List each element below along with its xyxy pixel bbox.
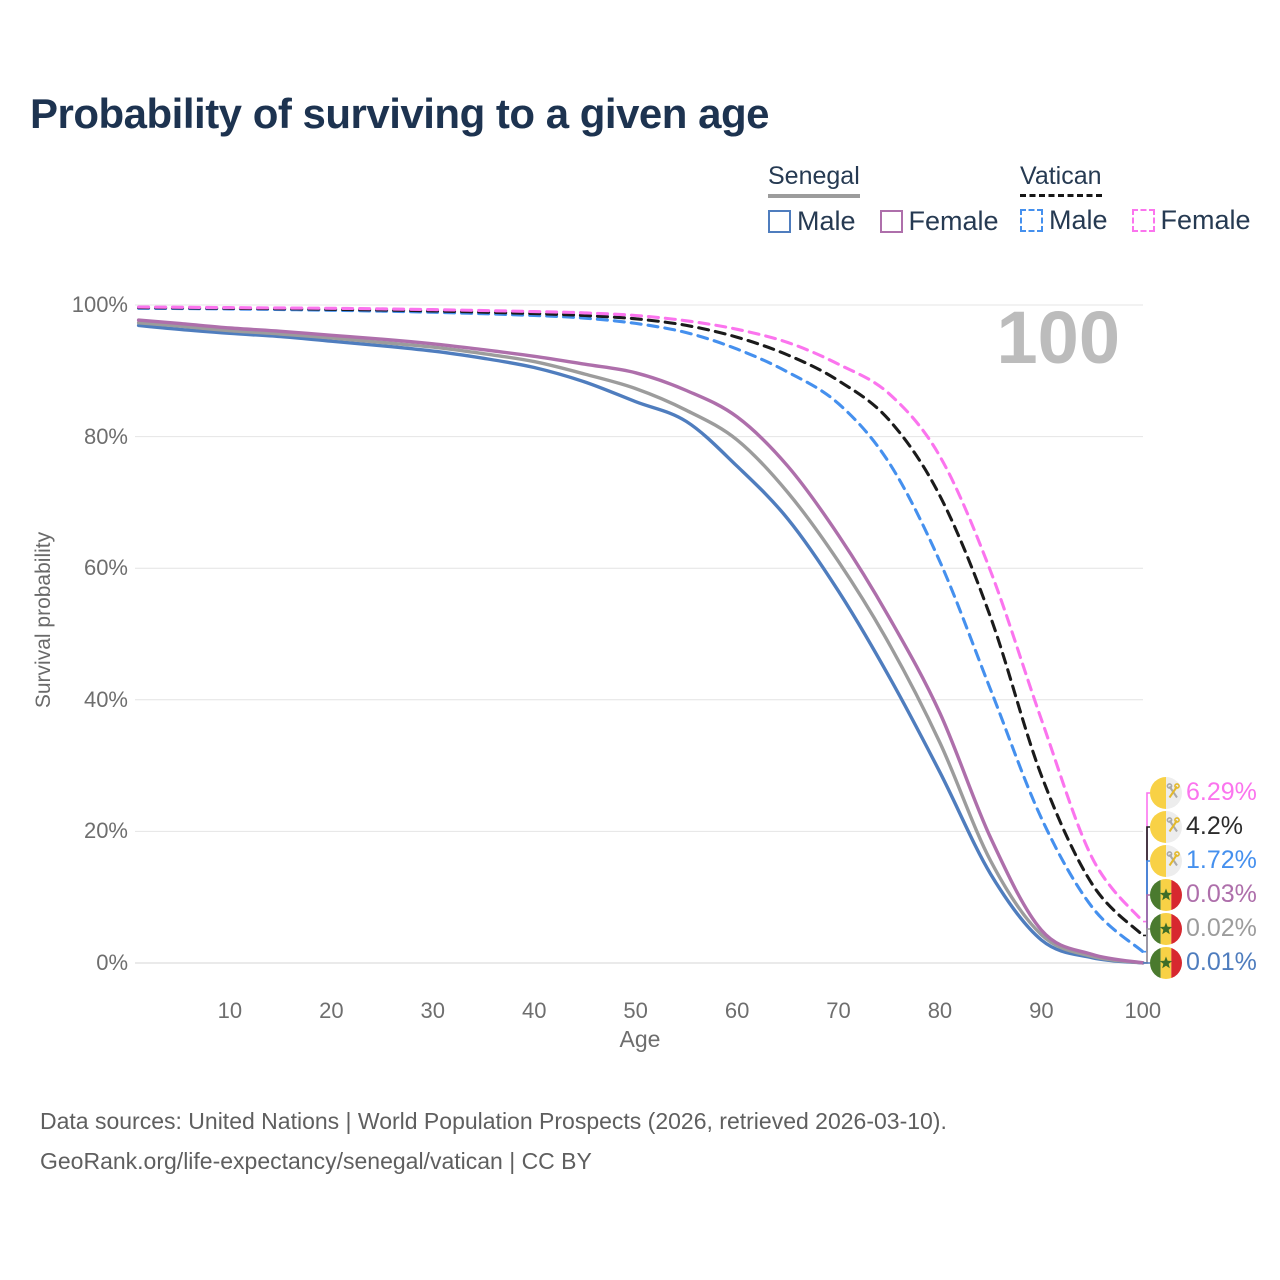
legend-senegal-male-label[interactable]: Male	[797, 206, 856, 236]
end-label-vatican-female[interactable]: 6.29%	[1186, 778, 1257, 806]
y-tick-0%: 0%	[96, 950, 128, 975]
legend-senegal: Senegal Male Female	[768, 162, 999, 237]
y-tick-80%: 80%	[83, 423, 128, 449]
x-tick-30: 30	[420, 998, 446, 1023]
vatican-flag-icon	[1150, 777, 1182, 809]
x-tick-80: 80	[927, 998, 953, 1023]
senegal-flag-icon	[1150, 879, 1182, 911]
vatican-flag-icon	[1150, 811, 1182, 843]
legend-vatican-female-label[interactable]: Female	[1160, 205, 1251, 235]
checkbox-vatican-male[interactable]	[1020, 209, 1043, 232]
connector-senegal-all	[1143, 928, 1150, 964]
watermark-age-100: 100	[997, 296, 1120, 379]
y-tick-100%: 100%	[71, 292, 128, 317]
x-tick-40: 40	[521, 998, 547, 1023]
x-tick-20: 20	[319, 998, 344, 1023]
x-axis-title: Age	[619, 1026, 661, 1052]
footer-url: GeoRank.org/life-expectancy/senegal/vati…	[40, 1148, 592, 1174]
x-tick-70: 70	[826, 998, 851, 1023]
legend-vatican-title: Vatican	[1020, 162, 1102, 197]
checkbox-senegal-male[interactable]	[768, 210, 791, 233]
end-label-senegal-male[interactable]: 0.01%	[1186, 948, 1257, 976]
checkbox-vatican-female[interactable]	[1131, 209, 1155, 232]
end-label-vatican-male[interactable]: 1.72%	[1186, 846, 1257, 874]
senegal-flag-icon	[1150, 947, 1182, 979]
legend-vatican: Vatican Male Female	[1020, 162, 1251, 236]
x-tick-10: 10	[217, 998, 243, 1023]
series-curves	[136, 305, 1145, 965]
x-tick-100: 100	[1124, 998, 1162, 1023]
legend-senegal-title: Senegal	[768, 162, 860, 198]
curve-senegal-female[interactable]	[136, 318, 1145, 965]
end-label-senegal-female[interactable]: 0.03%	[1186, 880, 1257, 908]
senegal-flag-icon	[1150, 913, 1182, 945]
x-tick-60: 60	[724, 998, 750, 1023]
end-label-connectors	[1143, 792, 1150, 964]
y-tick-20%: 20%	[83, 818, 128, 844]
end-label-flags	[1150, 777, 1182, 979]
checkbox-senegal-female[interactable]	[879, 210, 903, 233]
curve-senegal-male[interactable]	[136, 323, 1145, 965]
curve-vatican-female[interactable]	[137, 305, 1145, 924]
y-tick-60%: 60%	[83, 555, 128, 581]
x-tick-50: 50	[623, 998, 648, 1023]
end-label-senegal-all[interactable]: 0.02%	[1186, 914, 1257, 942]
end-label-vatican-all[interactable]: 4.2%	[1186, 812, 1243, 840]
y-tick-40%: 40%	[83, 686, 128, 712]
page-title: Probability of surviving to a given age	[30, 90, 769, 137]
legend-senegal-female-label[interactable]: Female	[908, 206, 999, 236]
curve-senegal-all[interactable]	[136, 321, 1145, 965]
gridlines	[135, 304, 1143, 964]
footer-data-sources: Data sources: United Nations | World Pop…	[40, 1108, 947, 1134]
vatican-flag-icon	[1150, 845, 1182, 877]
legend-vatican-male-label[interactable]: Male	[1049, 205, 1108, 235]
x-tick-90: 90	[1029, 998, 1054, 1023]
